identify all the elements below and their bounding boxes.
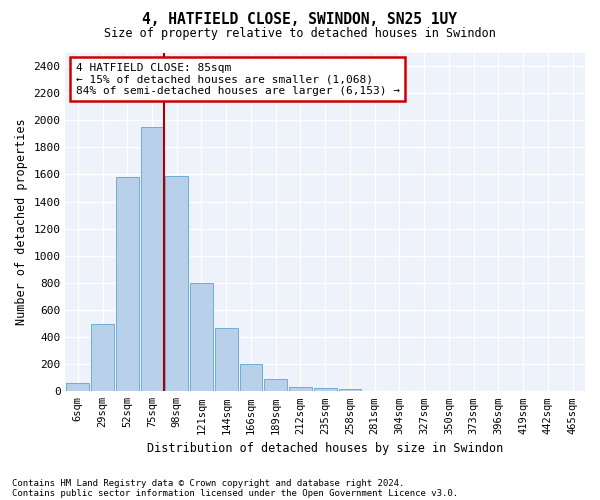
Text: Contains HM Land Registry data © Crown copyright and database right 2024.: Contains HM Land Registry data © Crown c… [12,478,404,488]
Text: 4 HATFIELD CLOSE: 85sqm
← 15% of detached houses are smaller (1,068)
84% of semi: 4 HATFIELD CLOSE: 85sqm ← 15% of detache… [76,62,400,96]
Text: Contains public sector information licensed under the Open Government Licence v3: Contains public sector information licen… [12,488,458,498]
Bar [314,388,337,392]
Bar [166,176,188,392]
Bar [265,379,287,392]
Bar [289,386,312,392]
Bar [140,127,163,392]
Y-axis label: Number of detached properties: Number of detached properties [15,118,28,325]
Bar [116,177,139,392]
Bar [67,383,89,392]
Bar [215,328,238,392]
X-axis label: Distribution of detached houses by size in Swindon: Distribution of detached houses by size … [147,442,503,455]
Text: Size of property relative to detached houses in Swindon: Size of property relative to detached ho… [104,28,496,40]
Bar [364,390,386,392]
Bar [190,283,213,392]
Bar [239,364,262,392]
Text: 4, HATFIELD CLOSE, SWINDON, SN25 1UY: 4, HATFIELD CLOSE, SWINDON, SN25 1UY [143,12,458,28]
Bar [338,388,361,392]
Bar [91,324,114,392]
